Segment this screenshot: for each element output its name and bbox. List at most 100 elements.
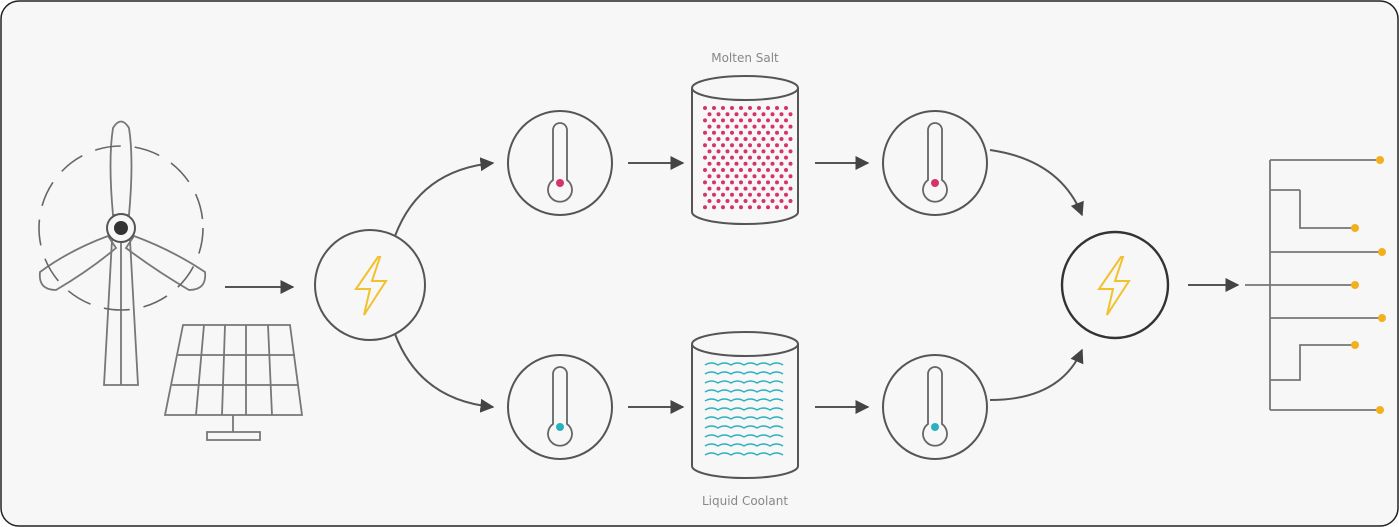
dot — [780, 199, 784, 203]
frame — [1, 1, 1398, 526]
dot — [753, 187, 757, 191]
dot — [766, 143, 770, 147]
dot — [753, 125, 757, 129]
dot — [784, 168, 788, 172]
dot — [780, 137, 784, 141]
dot — [739, 131, 743, 135]
dot — [712, 156, 716, 160]
dot — [726, 112, 730, 116]
dot — [703, 143, 707, 147]
dot — [744, 137, 748, 141]
dot — [735, 162, 739, 166]
dot — [708, 125, 712, 129]
diagram: Molten Salt Liquid Coolant — [0, 0, 1399, 527]
dot — [748, 106, 752, 110]
dot — [780, 125, 784, 129]
dot — [766, 180, 770, 184]
dot — [775, 193, 779, 197]
dot — [775, 143, 779, 147]
dot — [721, 106, 725, 110]
dot — [748, 156, 752, 160]
dot — [766, 168, 770, 172]
dot — [784, 205, 788, 209]
dot — [726, 162, 730, 166]
dot — [726, 187, 730, 191]
dot — [766, 118, 770, 122]
dot — [748, 205, 752, 209]
dot — [757, 205, 761, 209]
dot — [712, 143, 716, 147]
dot — [748, 168, 752, 172]
dot — [748, 143, 752, 147]
dot — [721, 168, 725, 172]
dot — [748, 180, 752, 184]
dot — [739, 168, 743, 172]
dot — [703, 168, 707, 172]
dot — [730, 168, 734, 172]
dot — [757, 168, 761, 172]
dot — [757, 118, 761, 122]
dot — [735, 187, 739, 191]
dot — [730, 193, 734, 197]
dot — [762, 112, 766, 116]
dot — [726, 149, 730, 153]
dot — [789, 149, 793, 153]
dot — [735, 174, 739, 178]
dot — [766, 131, 770, 135]
dot — [744, 162, 748, 166]
dot — [762, 125, 766, 129]
dot — [780, 162, 784, 166]
dot — [721, 131, 725, 135]
dot — [712, 180, 716, 184]
dot — [721, 180, 725, 184]
dot — [712, 118, 716, 122]
dot — [762, 149, 766, 153]
dot — [730, 118, 734, 122]
dot — [789, 187, 793, 191]
dot — [708, 112, 712, 116]
dot — [744, 174, 748, 178]
dot — [744, 187, 748, 191]
dot — [703, 156, 707, 160]
dot — [771, 187, 775, 191]
dot — [735, 137, 739, 141]
dot — [784, 193, 788, 197]
dot — [757, 193, 761, 197]
dot — [739, 106, 743, 110]
dot — [703, 118, 707, 122]
dot — [753, 112, 757, 116]
dot — [712, 168, 716, 172]
dot — [739, 193, 743, 197]
dot — [721, 205, 725, 209]
dot — [708, 149, 712, 153]
dot — [789, 125, 793, 129]
dot — [726, 137, 730, 141]
dot — [789, 162, 793, 166]
dot — [789, 199, 793, 203]
dot — [771, 149, 775, 153]
dot — [784, 118, 788, 122]
dot — [753, 149, 757, 153]
dot — [730, 180, 734, 184]
dot — [717, 162, 721, 166]
dot — [730, 131, 734, 135]
dot — [771, 162, 775, 166]
dot — [775, 131, 779, 135]
dot — [784, 106, 788, 110]
dot — [735, 112, 739, 116]
dot — [757, 106, 761, 110]
dot — [762, 199, 766, 203]
dot — [708, 162, 712, 166]
dot — [739, 118, 743, 122]
dot — [712, 193, 716, 197]
dot — [757, 131, 761, 135]
dot — [712, 205, 716, 209]
dot — [784, 143, 788, 147]
dot — [735, 199, 739, 203]
dot — [730, 156, 734, 160]
dot — [703, 106, 707, 110]
dot — [744, 125, 748, 129]
dot — [717, 149, 721, 153]
dot — [748, 193, 752, 197]
dot — [789, 174, 793, 178]
